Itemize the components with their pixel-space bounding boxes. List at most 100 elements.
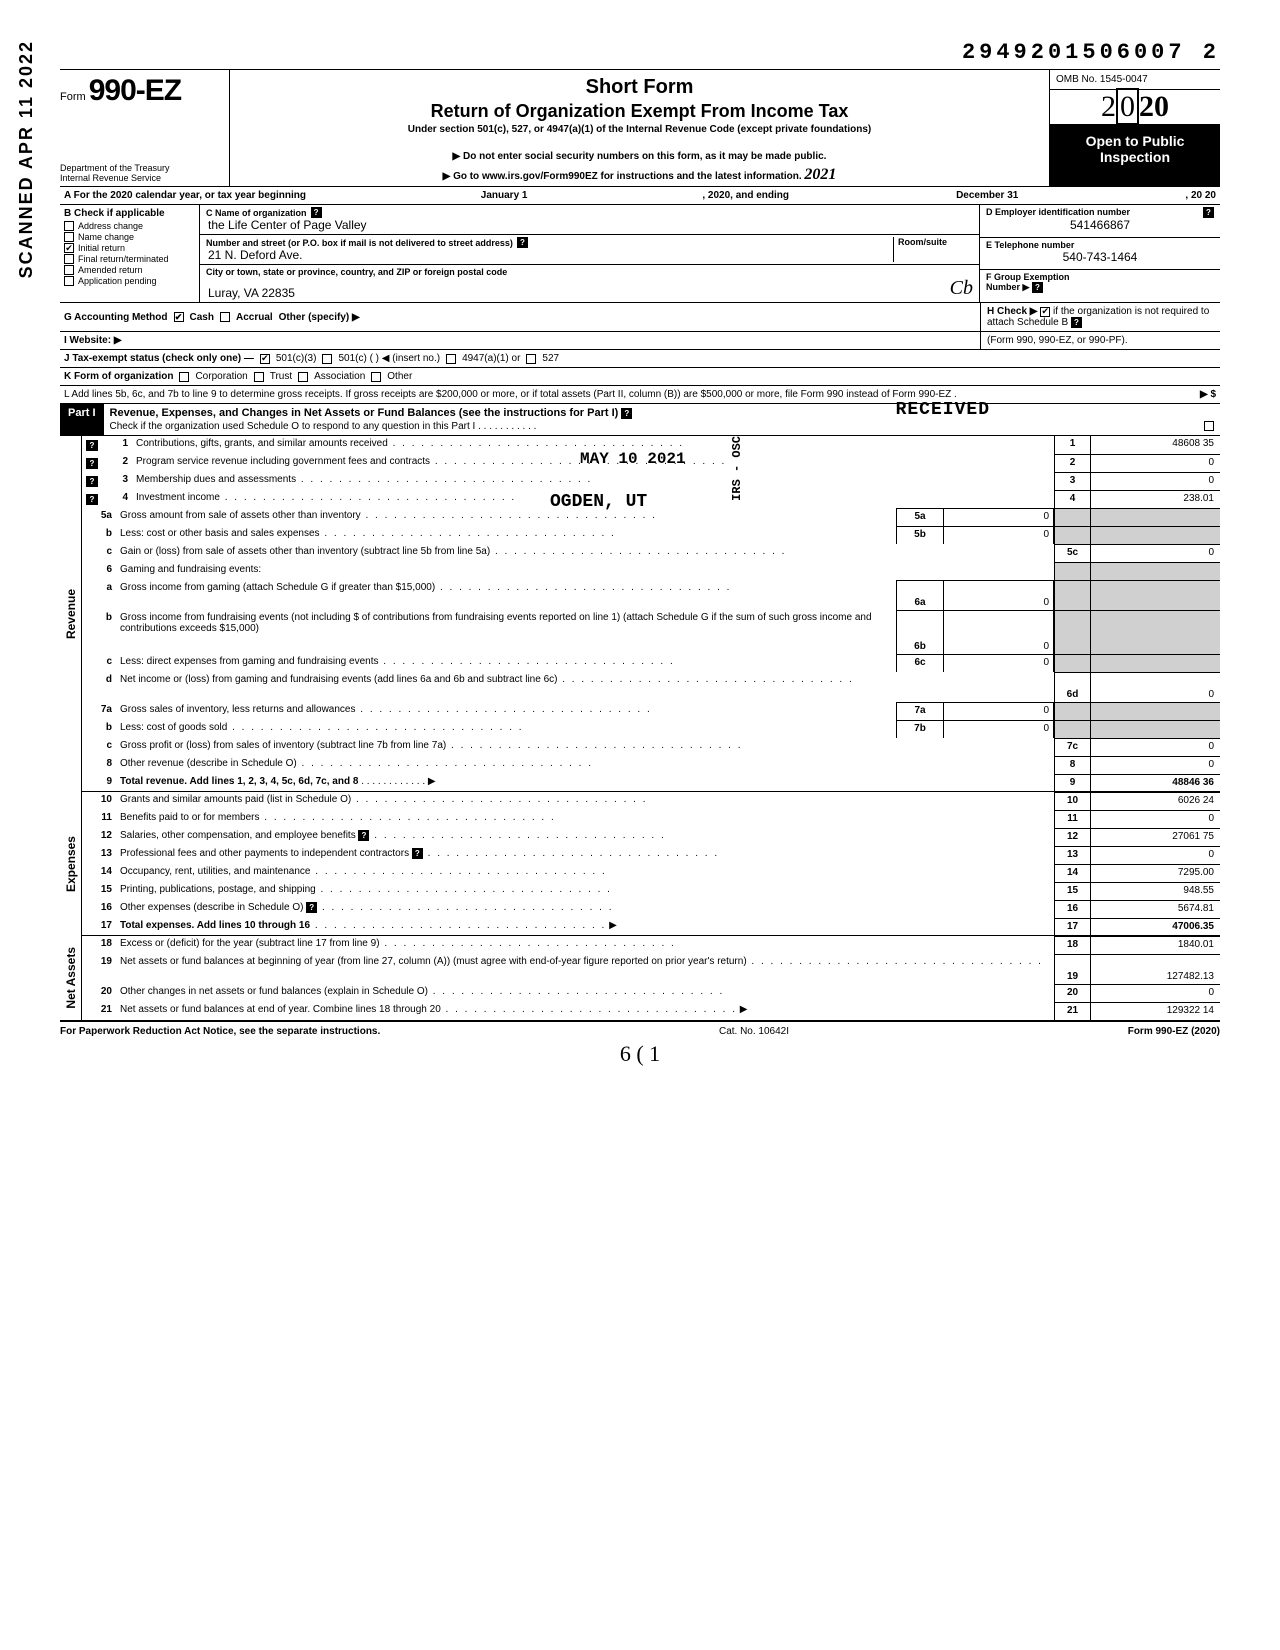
chk-4947[interactable]: [446, 354, 456, 364]
r-val: 0: [1090, 738, 1220, 756]
chk-schedule-o[interactable]: [1204, 421, 1214, 431]
row-k-label: K Form of organization: [64, 371, 173, 382]
r-val: 0: [1090, 454, 1220, 472]
line-num: 21: [82, 1002, 116, 1020]
part-1-title: Revenue, Expenses, and Changes in Net As…: [104, 404, 1220, 435]
line-desc: Less: cost or other basis and sales expe…: [120, 528, 320, 539]
row-g-accounting: G Accounting Method ✔Cash Accrual Other …: [60, 303, 1220, 332]
phone-cell: E Telephone number 540-743-1464: [980, 238, 1220, 271]
ein-cell: D Employer identification number? 541466…: [980, 205, 1220, 238]
help-icon[interactable]: ?: [1071, 317, 1082, 328]
chk-cash[interactable]: ✔: [174, 312, 184, 322]
line-4: ?4Investment income4238.01: [82, 490, 1220, 508]
line-desc: Gross income from gaming (attach Schedul…: [120, 582, 435, 593]
mid-val: 0: [944, 702, 1054, 720]
help-icon[interactable]: ?: [1032, 282, 1043, 293]
r-num: 4: [1054, 490, 1090, 508]
line-desc: Gross income from fundraising events (no…: [120, 612, 872, 634]
help-icon[interactable]: ?: [517, 237, 528, 248]
chk-name-change[interactable]: Name change: [64, 232, 195, 242]
r-grey-val: [1090, 580, 1220, 610]
line-num: 18: [82, 936, 116, 954]
r-grey: [1054, 654, 1090, 672]
r-num: 19: [1054, 954, 1090, 984]
help-icon[interactable]: ?: [412, 848, 423, 859]
help-icon[interactable]: ?: [1203, 207, 1214, 218]
mid-box: 5a: [896, 508, 944, 526]
line-6b: b Gross income from fundraising events (…: [82, 610, 1220, 654]
chk-final-return[interactable]: Final return/terminated: [64, 254, 195, 264]
row-a-begin: January 1: [312, 190, 696, 201]
chk-501c3[interactable]: ✔: [260, 354, 270, 364]
handwritten-year: 2021: [804, 166, 836, 183]
line-num: a: [82, 580, 116, 610]
chk-amended[interactable]: Amended return: [64, 265, 195, 275]
year-p3: 20: [1139, 90, 1169, 123]
chk-other-org[interactable]: [371, 372, 381, 382]
line-10: 10Grants and similar amounts paid (list …: [82, 792, 1220, 810]
row-a-tax-year: A For the 2020 calendar year, or tax yea…: [60, 186, 1220, 205]
help-icon[interactable]: ?: [86, 494, 98, 505]
line-num: 12: [82, 828, 116, 846]
help-icon[interactable]: ?: [86, 476, 98, 487]
row-a-label: A For the 2020 calendar year, or tax yea…: [64, 190, 306, 201]
r-val: 0: [1090, 672, 1220, 702]
line-desc: Gaming and fundraising events:: [116, 562, 1054, 580]
lines-wrapper: MAY 10 2021 IRS - OSC OGDEN, UT Revenue …: [60, 436, 1220, 1022]
help-icon[interactable]: ?: [86, 440, 98, 451]
line-desc: Benefits paid to or for members: [116, 810, 1054, 828]
row-h-schedule-b: H Check ▶ ✔ if the organization is not r…: [980, 303, 1220, 331]
opt-corp: Corporation: [195, 371, 247, 382]
r-val: 0: [1090, 846, 1220, 864]
chk-no-schedule-b[interactable]: ✔: [1040, 307, 1050, 317]
help-icon[interactable]: ?: [86, 458, 98, 469]
line-desc: Net income or (loss) from gaming and fun…: [120, 674, 557, 685]
line-6d: d Net income or (loss) from gaming and f…: [82, 672, 1220, 702]
chk-accrual[interactable]: [220, 312, 230, 322]
line-num: 11: [82, 810, 116, 828]
help-icon[interactable]: ?: [306, 902, 317, 913]
help-icon[interactable]: ?: [311, 207, 322, 218]
line-desc: Program service revenue including govern…: [132, 454, 1054, 472]
chk-initial-return[interactable]: ✔Initial return: [64, 243, 195, 253]
chk-lbl-0: Address change: [78, 221, 143, 231]
line-5b: b Less: cost or other basis and sales ex…: [82, 526, 1220, 544]
chk-trust[interactable]: [254, 372, 264, 382]
line-desc: Contributions, gifts, grants, and simila…: [132, 436, 1054, 454]
r-grey-val: [1090, 702, 1220, 720]
r-num: 8: [1054, 756, 1090, 774]
r-grey-val: [1090, 526, 1220, 544]
form-prefix: Form: [60, 91, 86, 103]
r-grey-val: [1090, 508, 1220, 526]
year-p1: 2: [1101, 90, 1116, 123]
line-num: 14: [82, 864, 116, 882]
chk-501c[interactable]: [322, 354, 332, 364]
line-num: 8: [82, 756, 116, 774]
col-b-checkboxes: B Check if applicable Address change Nam…: [60, 205, 200, 302]
r-grey: [1054, 580, 1090, 610]
header-left: Form 990-EZ Department of the Treasury I…: [60, 70, 230, 186]
line-desc: Gross profit or (loss) from sales of inv…: [120, 740, 446, 751]
chk-corp[interactable]: [179, 372, 189, 382]
line-15: 15Printing, publications, postage, and s…: [82, 882, 1220, 900]
chk-lbl-3: Final return/terminated: [78, 254, 169, 264]
col-b-title: B Check if applicable: [64, 208, 195, 219]
r-num: 16: [1054, 900, 1090, 918]
chk-527[interactable]: [526, 354, 536, 364]
row-g-label: G Accounting Method: [64, 312, 168, 323]
row-l-text: L Add lines 5b, 6c, and 7b to line 9 to …: [64, 389, 957, 400]
line-num: 20: [82, 984, 116, 1002]
chk-app-pending[interactable]: Application pending: [64, 276, 195, 286]
expenses-vert-label: Expenses: [60, 792, 82, 936]
header-title-block: Short Form Return of Organization Exempt…: [230, 70, 1050, 186]
help-icon[interactable]: ?: [621, 408, 632, 419]
initials: Cb: [950, 277, 973, 300]
chk-assoc[interactable]: [298, 372, 308, 382]
help-icon[interactable]: ?: [358, 830, 369, 841]
city-label: City or town, state or province, country…: [206, 267, 973, 277]
chk-address-change[interactable]: Address change: [64, 221, 195, 231]
line-16: 16Other expenses (describe in Schedule O…: [82, 900, 1220, 918]
row-l-tail: ▶ $: [1200, 389, 1216, 400]
title-return: Return of Organization Exempt From Incom…: [240, 101, 1039, 122]
line-desc: Gain or (loss) from sale of assets other…: [120, 546, 490, 557]
